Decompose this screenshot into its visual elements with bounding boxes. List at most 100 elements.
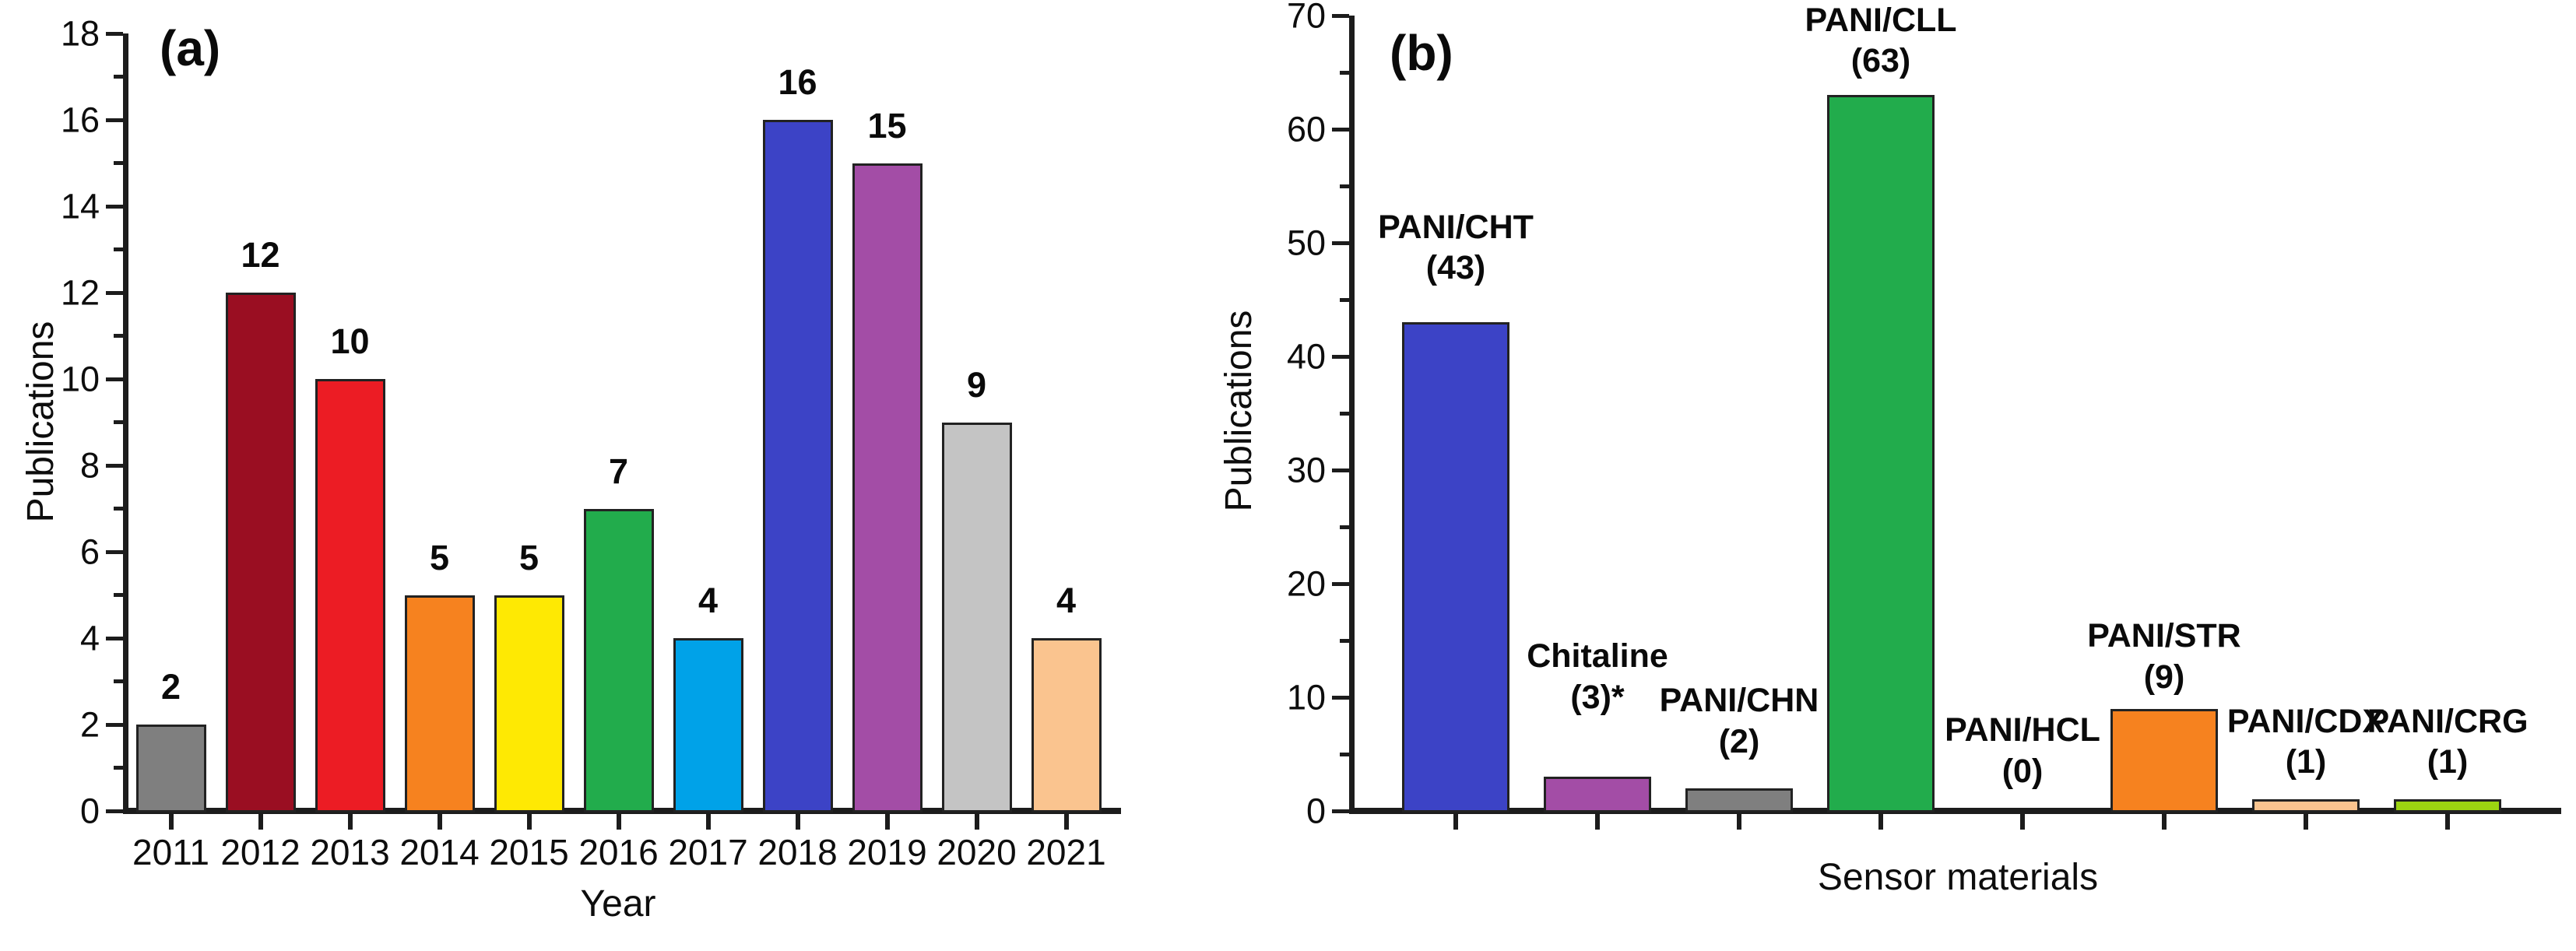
- y-major-tick: [106, 463, 123, 468]
- y-minor-tick: [1340, 525, 1349, 529]
- bar-label: PANI/CDX (1): [2227, 701, 2384, 783]
- x-tick: [616, 814, 621, 830]
- x-tick: [1453, 814, 1458, 830]
- y-major-tick: [106, 290, 123, 295]
- y-tick-label: 0: [79, 791, 100, 831]
- x-tick-label: 2013: [310, 832, 390, 872]
- y-minor-tick: [1340, 411, 1349, 416]
- y-tick-label: 30: [1286, 450, 1326, 490]
- y-tick-label: 6: [79, 532, 100, 572]
- x-tick: [2445, 814, 2450, 830]
- bar-label: PANI/CHT (43): [1378, 207, 1534, 289]
- x-tick: [2020, 814, 2025, 830]
- y-tick-label: 4: [79, 618, 100, 658]
- x-tick: [884, 814, 890, 830]
- y-minor-tick: [114, 420, 123, 424]
- y-major-tick: [1332, 13, 1349, 18]
- y-minor-tick: [114, 334, 123, 338]
- y-tick-label: 10: [60, 359, 100, 399]
- panel-b-x-axis-title: Sensor materials: [1817, 857, 2099, 898]
- bar-value-label: 4: [1056, 581, 1077, 620]
- y-major-tick: [1332, 809, 1349, 813]
- y-minor-tick: [114, 766, 123, 770]
- bar-2021: [1031, 638, 1102, 812]
- y-minor-tick: [1340, 70, 1349, 75]
- y-tick-label: 12: [60, 272, 100, 313]
- bar-pani-cht: [1402, 322, 1509, 812]
- y-tick-label: 60: [1286, 109, 1326, 149]
- bar-value-label: 9: [966, 364, 987, 405]
- x-tick: [437, 814, 442, 830]
- panel-a-letter: (a): [160, 20, 221, 76]
- bar-label: PANI/HCL (0): [1945, 710, 2100, 791]
- y-tick-label: 16: [60, 100, 100, 140]
- x-tick-label: 2018: [757, 832, 838, 872]
- bar-label-name: PANI/CDX: [2226, 702, 2385, 740]
- x-tick: [1063, 814, 1069, 830]
- x-tick-label: 2014: [399, 832, 480, 872]
- y-tick-label: 2: [79, 704, 100, 745]
- y-axis-line: [123, 33, 128, 814]
- bar-2014: [404, 595, 475, 812]
- x-tick: [347, 814, 353, 830]
- x-tick: [705, 814, 711, 830]
- x-tick-label: 2019: [847, 832, 927, 872]
- bar-2013: [315, 379, 385, 812]
- y-major-tick: [106, 31, 123, 36]
- x-tick: [526, 814, 532, 830]
- y-minor-tick: [1340, 297, 1349, 302]
- y-tick-label: 0: [1306, 791, 1326, 831]
- bar-label: Chitaline (3)*: [1527, 636, 1668, 718]
- y-minor-tick: [1340, 752, 1349, 756]
- y-tick-label: 70: [1286, 0, 1326, 36]
- bar-label-count: (43): [1425, 248, 1486, 286]
- y-axis-line: [1349, 16, 1355, 814]
- bar-value-label: 10: [330, 321, 370, 361]
- bar-2019: [852, 163, 923, 812]
- x-tick: [795, 814, 800, 830]
- bar-value-label: 5: [518, 537, 539, 577]
- x-tick: [974, 814, 979, 830]
- bar-2020: [941, 422, 1012, 812]
- y-tick-label: 50: [1286, 223, 1326, 263]
- bar-value-label: 16: [778, 62, 817, 102]
- y-major-tick: [1332, 240, 1349, 245]
- y-tick-label: 40: [1286, 336, 1326, 377]
- y-minor-tick: [114, 507, 123, 511]
- bar-value-label: 7: [608, 451, 629, 491]
- x-tick: [1878, 814, 1883, 830]
- bar-2015: [494, 595, 564, 812]
- x-tick: [1737, 814, 1741, 830]
- x-tick-label: 2011: [132, 832, 209, 872]
- bar-value-label: 15: [867, 105, 907, 146]
- y-major-tick: [1332, 581, 1349, 586]
- x-tick-label: 2017: [668, 832, 748, 872]
- bar-pani-crg: [2394, 799, 2501, 812]
- bar-label-name: PANI/CLL: [1805, 1, 1957, 39]
- bar-label-count: (1): [2427, 743, 2469, 781]
- bar-2017: [673, 638, 743, 812]
- y-minor-tick: [1340, 638, 1349, 643]
- panel-b-letter: (b): [1390, 25, 1453, 81]
- bar-value-label: 12: [241, 235, 280, 275]
- y-tick-label: 8: [79, 445, 100, 486]
- x-tick-label: 2015: [489, 832, 569, 872]
- y-major-tick: [106, 549, 123, 554]
- bar-label-count: (9): [2143, 658, 2185, 696]
- bar-label: PANI/CRG (1): [2367, 701, 2528, 783]
- y-major-tick: [1332, 468, 1349, 472]
- y-minor-tick: [114, 247, 123, 251]
- bar-value-label: 2: [160, 667, 181, 707]
- y-minor-tick: [1340, 184, 1349, 188]
- bar-label-count: (3)*: [1570, 678, 1625, 716]
- y-minor-tick: [114, 679, 123, 683]
- y-tick-label: 20: [1286, 563, 1326, 604]
- bar-label-count: (63): [1850, 42, 1911, 80]
- bar-label: PANI/STR (9): [2087, 616, 2241, 697]
- y-minor-tick: [114, 593, 123, 597]
- x-tick: [1595, 814, 1600, 830]
- bar-2016: [583, 508, 654, 812]
- bar-label-name: Chitaline: [1527, 637, 1668, 676]
- y-major-tick: [106, 377, 123, 381]
